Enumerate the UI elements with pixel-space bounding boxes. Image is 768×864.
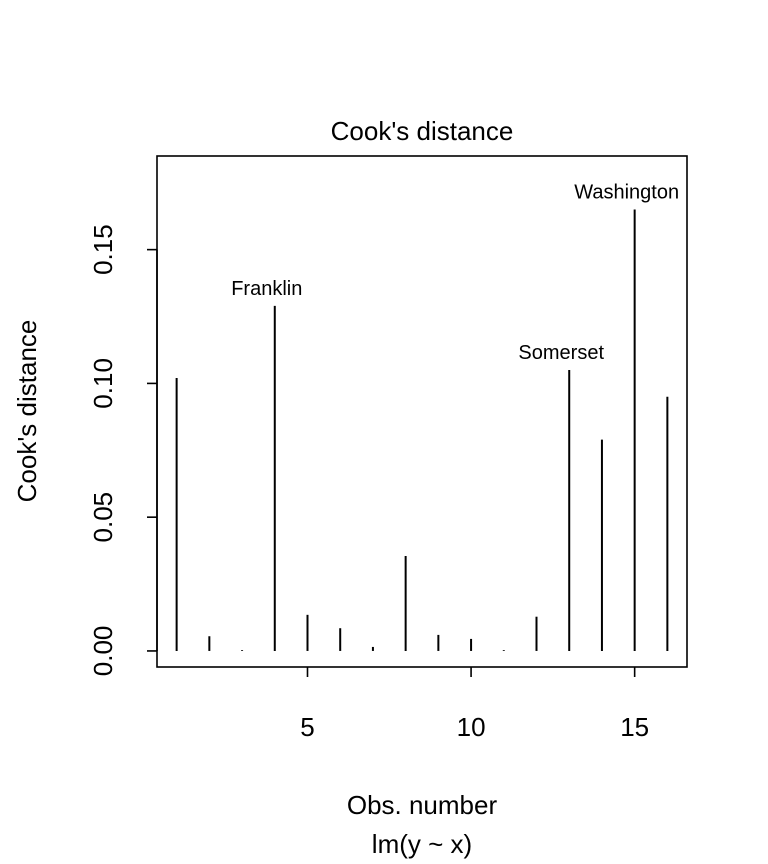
x-tick-label-5: 5 xyxy=(300,712,314,742)
point-labels: Franklin Somerset Washington xyxy=(231,182,679,365)
y-axis: 0.00 0.05 0.10 0.15 xyxy=(88,224,158,677)
point-label-somerset: Somerset xyxy=(518,342,604,364)
point-label-washington: Washington xyxy=(574,182,679,204)
plot-frame xyxy=(156,155,688,668)
x-tick-label-10: 10 xyxy=(457,712,486,742)
x-axis: 5 10 15 xyxy=(300,667,649,742)
x-axis-subtitle: lm(y ~ x) xyxy=(372,829,472,859)
y-axis-title: Cook's distance xyxy=(12,320,42,503)
y-tick-label-2: 0.10 xyxy=(88,358,118,409)
x-axis-title: Obs. number xyxy=(347,790,498,820)
y-tick-label-1: 0.05 xyxy=(88,492,118,543)
chart-title: Cook's distance xyxy=(331,116,514,146)
y-tick-label-0: 0.00 xyxy=(88,626,118,677)
point-label-franklin: Franklin xyxy=(231,278,302,300)
y-tick-label-3: 0.15 xyxy=(88,224,118,275)
spike-series xyxy=(175,209,669,651)
x-tick-label-15: 15 xyxy=(620,712,649,742)
